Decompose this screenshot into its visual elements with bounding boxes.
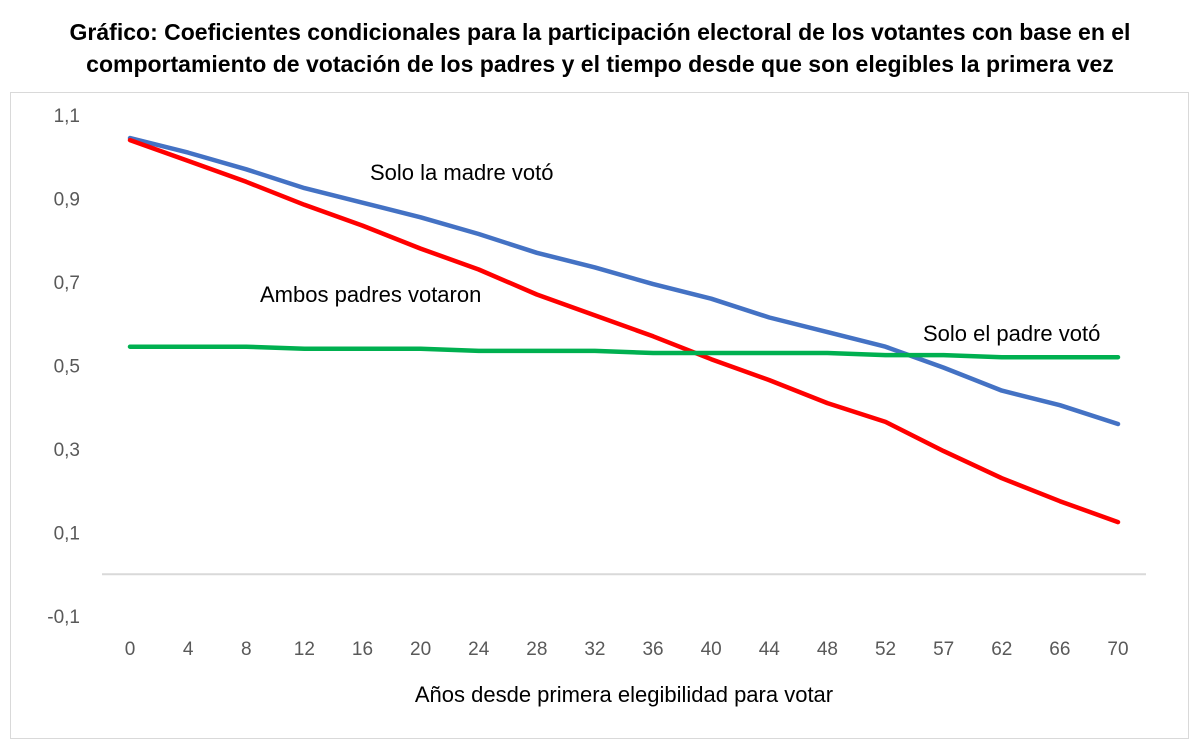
x-tick-label: 44 bbox=[759, 639, 781, 660]
x-tick-label: 52 bbox=[875, 639, 896, 660]
y-tick-label: 0,9 bbox=[54, 190, 80, 211]
x-tick-label: 70 bbox=[1107, 639, 1128, 660]
chart-frame bbox=[10, 92, 1189, 739]
y-tick-label: -0,1 bbox=[47, 607, 80, 628]
chart-title: Gráfico: Coeficientes condicionales para… bbox=[0, 16, 1200, 80]
x-tick-label: 4 bbox=[183, 639, 194, 660]
x-tick-label: 0 bbox=[125, 639, 136, 660]
x-tick-label: 57 bbox=[933, 639, 954, 660]
x-tick-label: 36 bbox=[642, 639, 663, 660]
y-tick-label: 0,7 bbox=[54, 273, 80, 294]
series-lines bbox=[127, 135, 1121, 525]
chart-title-line-1: Gráfico: Coeficientes condicionales para… bbox=[69, 19, 1131, 45]
series-line-1 bbox=[127, 135, 1121, 427]
y-tick-label: 0,1 bbox=[54, 524, 80, 545]
series-labels: Solo la madre votó Ambos padres votaron So… bbox=[260, 160, 1100, 346]
series-line-2 bbox=[127, 137, 1121, 525]
series-label-2: Ambos padres votaron bbox=[260, 282, 481, 307]
x-tick-label: 66 bbox=[1049, 639, 1070, 660]
x-tick-label: 32 bbox=[584, 639, 605, 660]
series-label-3: Solo el padre votó bbox=[923, 321, 1100, 346]
x-tick-label: 28 bbox=[526, 639, 547, 660]
x-tick-label: 16 bbox=[352, 639, 373, 660]
y-tick-label: 0,3 bbox=[54, 440, 80, 461]
y-tick-label: 1,1 bbox=[54, 106, 80, 127]
y-tick-label: 0,5 bbox=[54, 357, 80, 378]
x-tick-label: 40 bbox=[701, 639, 722, 660]
chart-title-line-2: comportamiento de votación de los padres… bbox=[86, 51, 1114, 77]
x-tick-label: 24 bbox=[468, 639, 490, 660]
series-line-3 bbox=[127, 344, 1121, 360]
x-tick-label: 62 bbox=[991, 639, 1012, 660]
y-axis-ticks: 1,1 0,9 0,7 0,5 0,3 0,1 -0,1 bbox=[47, 106, 80, 628]
series-label-1: Solo la madre votó bbox=[370, 160, 553, 185]
x-tick-label: 48 bbox=[817, 639, 838, 660]
x-tick-label: 8 bbox=[241, 639, 252, 660]
x-tick-label: 12 bbox=[294, 639, 315, 660]
x-axis-label: Años desde primera elegibilidad para vot… bbox=[415, 682, 833, 707]
x-axis-ticks: 0 4 8 12 16 20 24 28 32 36 40 44 48 52 57 62 66 70 bbox=[125, 639, 1129, 660]
x-tick-label: 20 bbox=[410, 639, 431, 660]
